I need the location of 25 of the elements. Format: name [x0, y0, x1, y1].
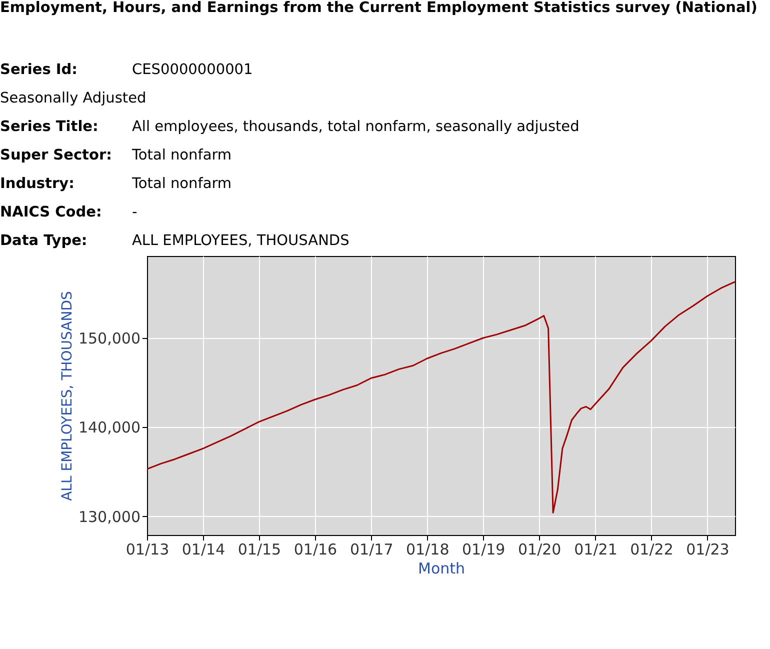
x-tick-label: 01/18	[406, 540, 450, 558]
x-tick-label: 01/19	[462, 540, 506, 558]
text: Series Title: All employees, thousands, total nonfarm, seasonally adjusted	[0, 119, 580, 135]
text: Series Id: CES0000000001	[0, 62, 253, 78]
x-tick-label: 01/15	[238, 540, 282, 558]
text: Super Sector: Total nonfarm	[0, 148, 232, 164]
line-series	[147, 281, 735, 514]
text: Industry: Total nonfarm	[0, 176, 232, 192]
x-tick-label: 01/23	[686, 540, 730, 558]
x-tick-label: 01/20	[518, 540, 562, 558]
y-tick-label: 150,000	[78, 330, 140, 348]
x-tick-label: 01/21	[574, 540, 618, 558]
x-tick-label: 01/13	[126, 540, 170, 558]
chart-title: Employment, Hours, and Earnings from the Current Employment Statistics survey (National)	[0, 0, 758, 16]
x-axis-title: Month	[418, 560, 466, 578]
y-tick-label: 130,000	[78, 508, 140, 526]
text: NAICS Code: -	[0, 204, 138, 220]
y-axis-title: ALL EMPLOYEES, THOUSANDS	[59, 290, 76, 501]
text: Data Type: ALL EMPLOYEES, THOUSANDS	[0, 233, 350, 249]
x-tick-label: 01/14	[182, 540, 226, 558]
x-tick-label: 01/16	[294, 540, 338, 558]
text: Seasonally Adjusted	[0, 90, 146, 106]
x-tick-label: 01/17	[350, 540, 394, 558]
x-tick-label: 01/22	[630, 540, 674, 558]
y-tick-label: 140,000	[78, 418, 140, 437]
